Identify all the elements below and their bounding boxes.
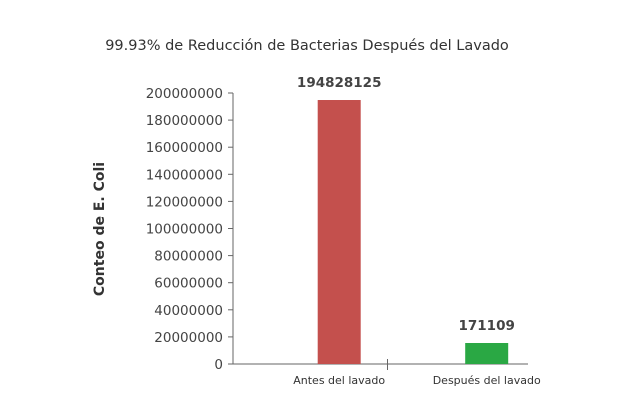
y-tick-label: 100000000 (146, 222, 223, 238)
bar-antes (317, 100, 361, 365)
y-tick-label: 20000000 (154, 330, 223, 346)
bar-despues (465, 343, 509, 364)
y-tick-label: 0 (214, 357, 223, 373)
chart-title: 99.93% de Reducción de Bacterias Después… (105, 38, 509, 54)
y-tick-label: 60000000 (154, 276, 223, 292)
y-tick-label: 40000000 (154, 303, 223, 319)
data-label: 194828125 (297, 75, 382, 91)
y-tick-label: 200000000 (146, 86, 223, 102)
y-tick-label: 80000000 (154, 249, 223, 265)
y-tick-label: 160000000 (146, 140, 223, 156)
x-category-label: Después del lavado (433, 374, 541, 387)
y-axis-label: Conteo de E. Coli (92, 162, 108, 296)
y-tick-label: 120000000 (146, 194, 223, 210)
y-tick-label: 140000000 (146, 167, 223, 183)
data-label: 171109 (459, 318, 515, 334)
y-tick-label: 180000000 (146, 113, 223, 129)
x-category-label: Antes del lavado (293, 374, 385, 387)
